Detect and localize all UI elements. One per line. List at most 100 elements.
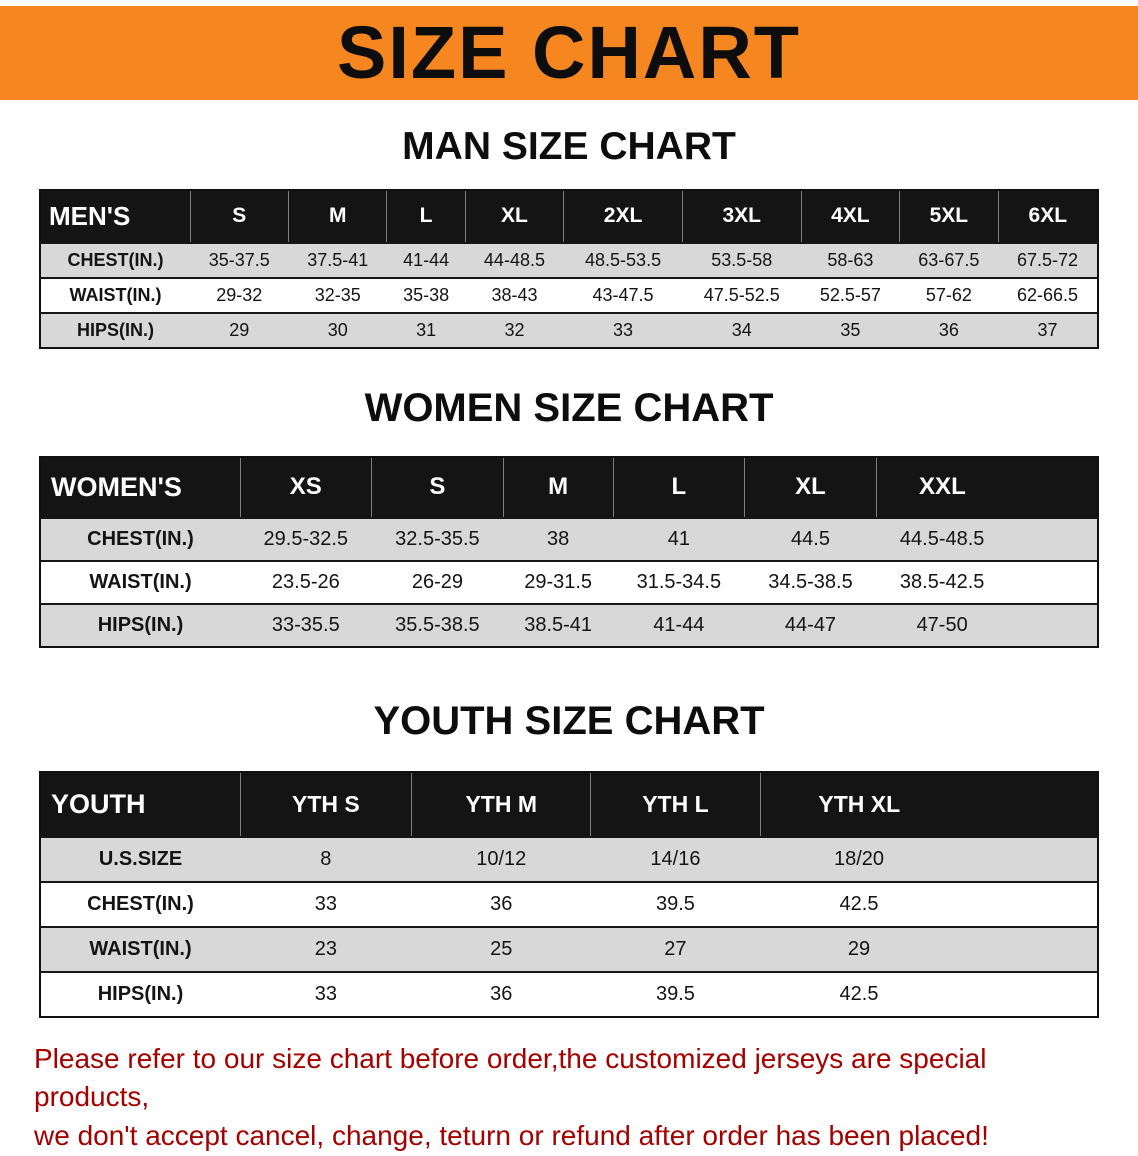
men-size-table: MEN'S S M L XL 2XL 3XL 4XL 5XL 6XL CHEST(IN.) 35-37… — [39, 188, 1099, 349]
size-column-header: XL — [464, 189, 564, 243]
section-women: WOMEN SIZE CHART WOMEN'S XS S M L XL XXL CHEST(… — [0, 349, 1138, 648]
size-value-cell: 37 — [1037, 319, 1058, 340]
disclaimer-line-1: Please refer to our size chart before or… — [34, 1042, 987, 1113]
table-row: HIPS(IN.) 33 36 39.5 42.5 — [40, 971, 1098, 1017]
size-value-cell: 38.5-41 — [524, 613, 593, 636]
size-value-cell: 27 — [664, 937, 687, 960]
size-value-cell: 38.5-42.5 — [899, 570, 985, 593]
size-column-header: 6XL — [997, 189, 1098, 243]
size-value-cell: 41-44 — [403, 249, 450, 270]
size-value-cell: 38 — [547, 527, 570, 550]
size-value-cell: 35-38 — [403, 284, 450, 305]
measurement-label: WAIST(IN.) — [89, 937, 192, 960]
men-section-heading: MAN SIZE CHART — [402, 125, 736, 168]
size-value-cell: 67.5-72 — [1017, 249, 1079, 270]
size-value-cell: 42.5 — [839, 892, 879, 915]
size-value-cell: 31 — [416, 319, 437, 340]
table-header-row: YOUTH YTH S YTH M YTH L YTH XL — [40, 771, 1098, 837]
size-column-header: M — [502, 456, 614, 518]
size-value-cell: 47.5-52.5 — [703, 284, 780, 305]
filler-cell — [958, 882, 1098, 927]
page-title: SIZE CHART — [337, 11, 801, 94]
table-row: WAIST(IN.) 29-32 32-35 35-38 38-43 43-47.5 47.… — [40, 277, 1098, 313]
size-value-cell: 36 — [490, 982, 513, 1005]
women-size-table: WOMEN'S XS S M L XL XXL CHEST(IN.) 29.5-32.5 32.5… — [39, 455, 1099, 648]
size-value-cell: 41-44 — [653, 613, 705, 636]
size-value-cell: 57-62 — [925, 284, 972, 305]
measurement-label: HIPS(IN.) — [97, 613, 184, 636]
size-column-header: 2XL — [563, 189, 683, 243]
table-row: CHEST(IN.) 35-37.5 37.5-41 41-44 44-48.5 48.5… — [40, 242, 1098, 278]
size-value-cell: 29-32 — [216, 284, 263, 305]
size-value-cell: 36 — [938, 319, 959, 340]
table-title-cell: MEN'S — [40, 189, 190, 243]
size-value-cell: 32 — [504, 319, 525, 340]
size-value-cell: 33 — [613, 319, 634, 340]
size-value-cell: 29.5-32.5 — [263, 527, 349, 550]
size-value-cell: 41 — [667, 527, 690, 550]
table-row: CHEST(IN.) 29.5-32.5 32.5-35.5 38 41 44.5 44.5… — [40, 517, 1098, 561]
table-title-cell: YOUTH — [40, 771, 240, 837]
size-value-cell: 29-31.5 — [524, 570, 593, 593]
size-value-cell: 43-47.5 — [592, 284, 654, 305]
size-value-cell: 14/16 — [650, 847, 701, 870]
size-column-header: XS — [239, 456, 372, 518]
measurement-label: HIPS(IN.) — [76, 319, 154, 340]
size-value-cell: 33 — [314, 982, 337, 1005]
size-value-cell: 23.5-26 — [271, 570, 340, 593]
size-value-cell: 8 — [320, 847, 332, 870]
size-value-cell: 10/12 — [476, 847, 527, 870]
size-column-header: L — [386, 189, 466, 243]
filler-cell — [1008, 518, 1098, 561]
size-column-header: M — [287, 189, 387, 243]
table-row: CHEST(IN.) 33 36 39.5 42.5 — [40, 881, 1098, 927]
measurement-label: HIPS(IN.) — [97, 982, 184, 1005]
table-header-row: WOMEN'S XS S M L XL XXL — [40, 456, 1098, 518]
table-row: HIPS(IN.) 29 30 31 32 33 34 35 36 37 — [40, 312, 1098, 348]
disclaimer: Please refer to our size chart before or… — [0, 1018, 1138, 1156]
size-value-cell: 25 — [490, 937, 513, 960]
size-value-cell: 53.5-58 — [711, 249, 773, 270]
size-value-cell: 32-35 — [314, 284, 361, 305]
size-value-cell: 44.5 — [791, 527, 830, 550]
size-value-cell: 31.5-34.5 — [636, 570, 722, 593]
size-value-cell: 48.5-53.5 — [585, 249, 662, 270]
size-value-cell: 44-47 — [784, 613, 837, 636]
size-column-header: YTH M — [411, 771, 591, 837]
filler-cell — [1008, 604, 1098, 647]
size-column-header: YTH XL — [759, 771, 958, 837]
size-value-cell: 39.5 — [655, 892, 695, 915]
filler-cell — [958, 927, 1098, 972]
size-value-cell: 35-37.5 — [208, 249, 270, 270]
size-value-cell: 44-48.5 — [483, 249, 545, 270]
table-row: HIPS(IN.) 33-35.5 35.5-38.5 38.5-41 41-44 44-… — [40, 603, 1098, 647]
table-header-row: MEN'S S M L XL 2XL 3XL 4XL 5XL 6XL — [40, 189, 1098, 243]
filler-cell — [958, 837, 1098, 882]
size-value-cell: 32.5-35.5 — [395, 527, 480, 550]
size-value-cell: 63-67.5 — [918, 249, 980, 270]
size-column-header: 3XL — [681, 189, 802, 243]
size-column-header: YTH S — [239, 771, 412, 837]
size-value-cell: 23 — [314, 937, 337, 960]
measurement-label: WAIST(IN.) — [89, 570, 192, 593]
header-filler-cell — [958, 771, 1098, 837]
size-chart-page: SIZE CHART MAN SIZE CHART MEN'S S M L XL 2XL 3… — [0, 6, 1138, 1156]
size-value-cell: 33-35.5 — [271, 613, 340, 636]
banner: SIZE CHART — [0, 6, 1138, 100]
women-section-heading: WOMEN SIZE CHART — [364, 385, 774, 430]
size-value-cell: 42.5 — [839, 982, 879, 1005]
filler-cell — [1008, 561, 1098, 604]
measurement-label: U.S.SIZE — [98, 847, 183, 870]
size-value-cell: 35 — [840, 319, 861, 340]
table-row: WAIST(IN.) 23 25 27 29 — [40, 926, 1098, 972]
header-filler-cell — [1008, 456, 1098, 518]
size-column-header: S — [189, 189, 289, 243]
section-men: MAN SIZE CHART MEN'S S M L XL 2XL 3XL 4XL 5XL 6XL… — [0, 100, 1138, 349]
size-value-cell: 39.5 — [655, 982, 695, 1005]
size-column-header: 5XL — [899, 189, 999, 243]
youth-size-table: YOUTH YTH S YTH M YTH L YTH XL U.S.SIZE 8 10/12… — [39, 770, 1099, 1018]
measurement-label: CHEST(IN.) — [87, 527, 194, 550]
size-value-cell: 33 — [314, 892, 337, 915]
size-value-cell: 58-63 — [827, 249, 874, 270]
size-column-header: 4XL — [800, 189, 900, 243]
